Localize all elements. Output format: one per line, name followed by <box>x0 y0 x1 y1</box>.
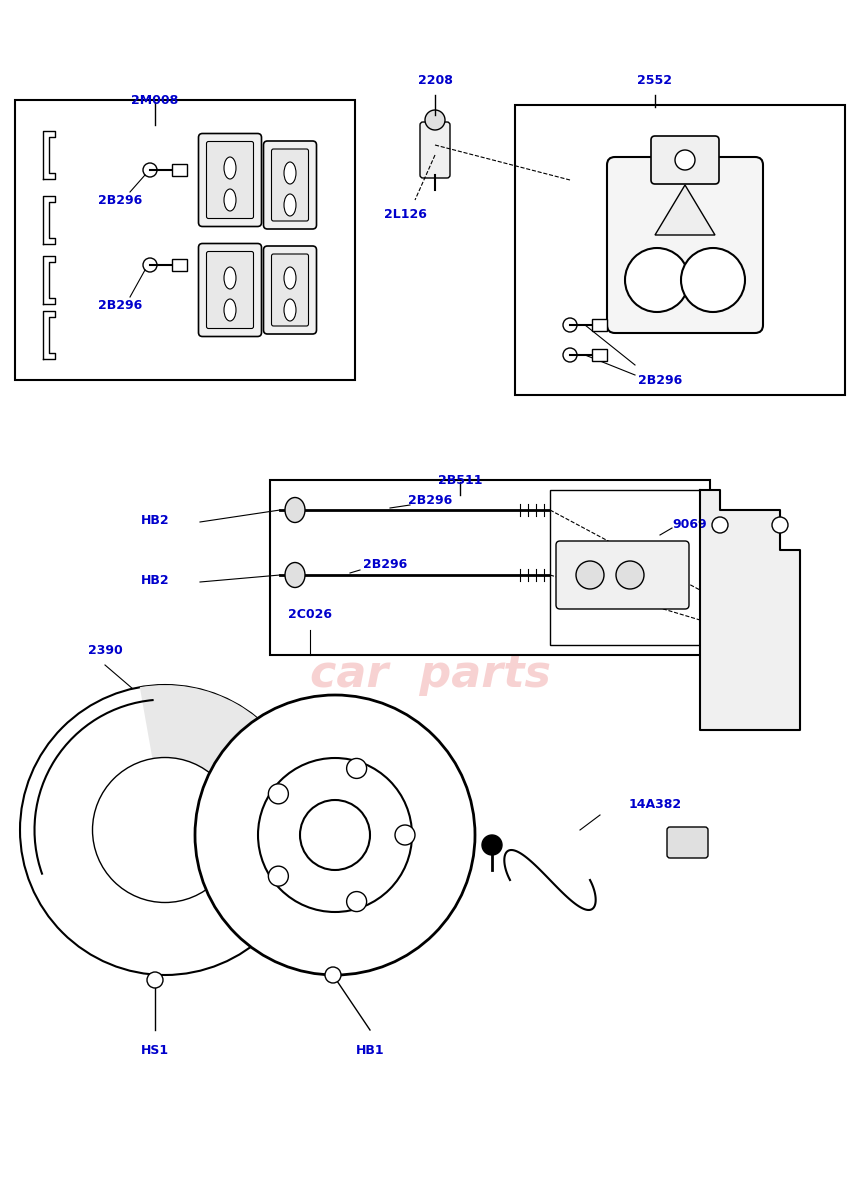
Bar <box>172 164 187 176</box>
Circle shape <box>616 560 644 589</box>
Circle shape <box>268 866 289 886</box>
Circle shape <box>300 800 370 870</box>
Text: 2390: 2390 <box>88 643 122 656</box>
Circle shape <box>395 826 415 845</box>
FancyBboxPatch shape <box>556 541 689 608</box>
FancyBboxPatch shape <box>206 142 253 218</box>
Circle shape <box>258 758 412 912</box>
FancyBboxPatch shape <box>264 140 316 229</box>
Text: HB1: HB1 <box>356 1044 384 1056</box>
Circle shape <box>147 972 163 988</box>
Text: 2B296: 2B296 <box>408 493 452 506</box>
Bar <box>550 490 700 646</box>
FancyBboxPatch shape <box>271 254 308 326</box>
FancyBboxPatch shape <box>206 252 253 329</box>
Circle shape <box>20 685 310 974</box>
Ellipse shape <box>284 194 296 216</box>
Circle shape <box>347 758 367 779</box>
Text: 2B296: 2B296 <box>638 373 682 386</box>
Text: HB2: HB2 <box>141 574 169 587</box>
Polygon shape <box>655 185 715 235</box>
Circle shape <box>576 560 604 589</box>
Ellipse shape <box>224 299 236 320</box>
Ellipse shape <box>224 188 236 211</box>
Circle shape <box>712 517 728 533</box>
FancyBboxPatch shape <box>198 133 261 227</box>
Text: 2B296: 2B296 <box>98 299 142 312</box>
Circle shape <box>772 517 788 533</box>
Text: 2M008: 2M008 <box>131 94 179 107</box>
Text: 2208: 2208 <box>417 73 453 86</box>
Polygon shape <box>700 490 800 730</box>
Ellipse shape <box>284 299 296 320</box>
Ellipse shape <box>285 498 305 522</box>
Circle shape <box>268 784 289 804</box>
Bar <box>592 349 607 361</box>
Bar <box>15 100 355 380</box>
Bar <box>172 259 187 271</box>
FancyBboxPatch shape <box>420 122 450 178</box>
Text: 2C026: 2C026 <box>288 608 332 622</box>
Bar <box>592 319 607 331</box>
Text: HB2: HB2 <box>141 514 169 527</box>
Bar <box>270 480 710 655</box>
Text: 14A382: 14A382 <box>629 798 681 811</box>
Text: HS1: HS1 <box>141 1044 169 1056</box>
Bar <box>515 104 845 395</box>
Circle shape <box>482 835 502 854</box>
Text: 2552: 2552 <box>637 73 673 86</box>
Circle shape <box>325 967 341 983</box>
Circle shape <box>195 695 475 974</box>
FancyBboxPatch shape <box>271 149 308 221</box>
Circle shape <box>93 757 237 902</box>
Wedge shape <box>140 685 302 827</box>
Circle shape <box>681 248 745 312</box>
Ellipse shape <box>284 162 296 184</box>
Circle shape <box>625 248 689 312</box>
Ellipse shape <box>224 268 236 289</box>
Ellipse shape <box>224 157 236 179</box>
Circle shape <box>425 110 445 130</box>
Text: 2B511: 2B511 <box>438 474 482 486</box>
Text: 2L126: 2L126 <box>384 209 426 222</box>
FancyBboxPatch shape <box>667 827 708 858</box>
Ellipse shape <box>284 268 296 289</box>
Text: 9069: 9069 <box>673 518 707 532</box>
FancyBboxPatch shape <box>264 246 316 334</box>
Circle shape <box>675 150 695 170</box>
Ellipse shape <box>285 563 305 588</box>
FancyBboxPatch shape <box>198 244 261 336</box>
FancyBboxPatch shape <box>651 136 719 184</box>
FancyBboxPatch shape <box>607 157 763 332</box>
Text: scuderia
car  parts: scuderia car parts <box>309 604 551 696</box>
Text: 2B296: 2B296 <box>98 193 142 206</box>
Circle shape <box>347 892 367 912</box>
Text: 2B296: 2B296 <box>362 558 407 571</box>
